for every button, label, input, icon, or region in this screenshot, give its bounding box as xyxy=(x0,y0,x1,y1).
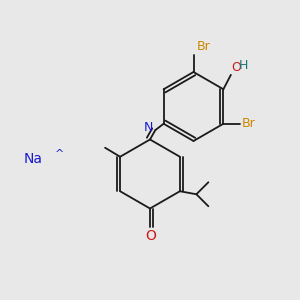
Text: Br: Br xyxy=(196,40,210,53)
Text: O: O xyxy=(232,61,242,74)
Text: Br: Br xyxy=(242,117,255,130)
Text: N: N xyxy=(144,121,153,134)
Text: O: O xyxy=(145,229,156,243)
Text: Na: Na xyxy=(23,152,43,166)
Text: ^: ^ xyxy=(55,149,65,160)
Text: H: H xyxy=(239,59,248,72)
